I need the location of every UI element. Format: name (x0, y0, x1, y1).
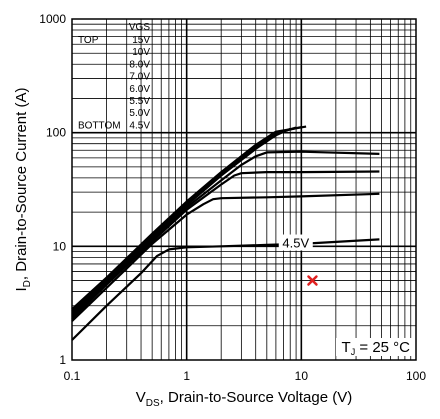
y-tick-label: 1000 (39, 12, 66, 26)
legend-header: VGS (129, 22, 150, 33)
legend-top-label: TOP (78, 35, 99, 46)
tj-annotation-group: TJ = 25 °C (336, 338, 412, 357)
legend-entry: 10V (132, 47, 150, 58)
marker-stroke (307, 275, 318, 286)
legend-entry: 5.5V (129, 96, 150, 107)
series-line-8 (71, 125, 307, 311)
tj-annotation-background (336, 338, 412, 356)
series-line-2 (71, 192, 380, 322)
tj-annotation: TJ = 25 °C (342, 339, 411, 357)
legend-entry: 8.0V (129, 59, 150, 70)
legend-entry: 5.0V (129, 108, 150, 119)
legend-entry: 4.5V (129, 120, 150, 131)
x-axis-label-sub: DS (146, 398, 160, 409)
x-tick-label: 1 (183, 369, 190, 383)
grid-layer (72, 19, 416, 360)
curve-layer (71, 125, 380, 341)
curve-label-group: 4.5V (278, 234, 313, 251)
y-tick-label: 10 (53, 239, 67, 253)
x-axis-label: VDS, Drain-to-Source Voltage (V) (136, 389, 353, 409)
x-tick-label: 0.1 (64, 369, 81, 383)
series-line-3 (71, 170, 380, 320)
legend-entry: 7.0V (129, 72, 150, 83)
y-axis-label-sub: D (22, 280, 33, 287)
y-axis-label: ID, Drain-to-Source Current (A) (13, 88, 33, 292)
x-axis-label-main: V (136, 389, 146, 406)
legend-entry: 15V (132, 35, 150, 46)
x-tick-label: 100 (406, 369, 426, 383)
y-tick-label: 1 (59, 353, 66, 367)
tj-annotation-main: T (342, 339, 351, 356)
legend-bottom-label: BOTTOM (78, 120, 121, 131)
curve-label: 4.5V (282, 236, 309, 251)
x-tick-label: 10 (295, 369, 309, 383)
y-tick-label: 100 (46, 126, 66, 140)
red-x-marker (307, 275, 318, 286)
series-line-4 (71, 150, 380, 318)
y-axis-label-rest: , Drain-to-Source Current (A) (13, 88, 30, 281)
tick-labels: 0.1 1 10 100 1 10 100 1000 (39, 12, 426, 383)
plot-frame (71, 18, 417, 361)
y-axis-label-main: I (13, 287, 30, 291)
series-line-1 (71, 238, 380, 341)
legend-entry: 6.0V (129, 84, 150, 95)
tj-annotation-rest: = 25 °C (355, 339, 410, 356)
curve-label-background (278, 234, 313, 251)
tj-annotation-sub: J (351, 347, 356, 357)
x-axis-label-rest: , Drain-to-Source Voltage (V) (160, 389, 353, 406)
